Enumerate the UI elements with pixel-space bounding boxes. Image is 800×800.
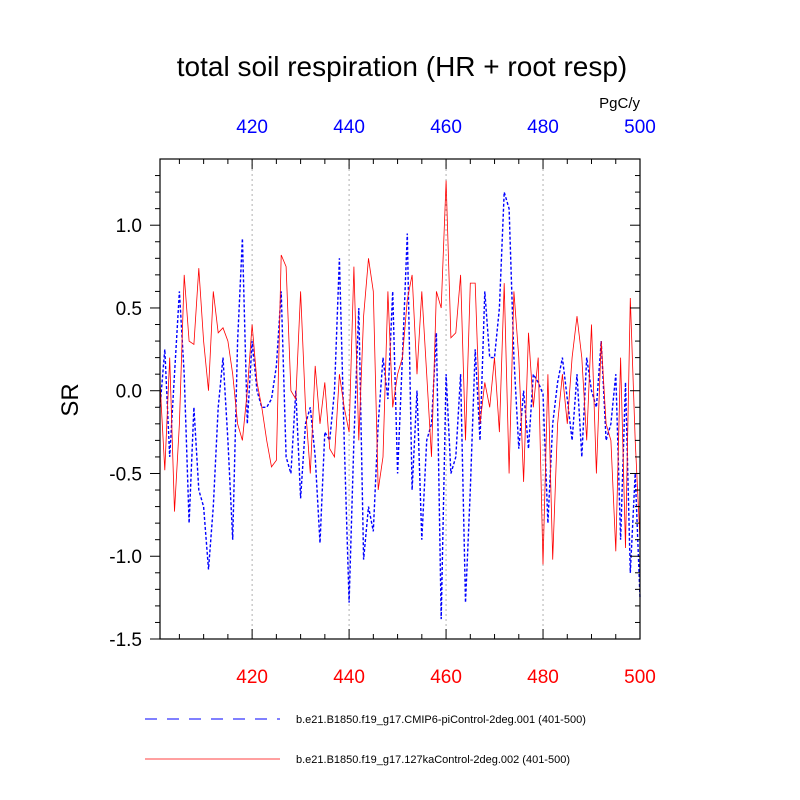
y-tick-label: -0.5 <box>109 464 142 485</box>
x-tick-label-top: 420 <box>236 117 268 138</box>
y-tick-label: 0.0 <box>116 382 142 403</box>
y-tick-label: -1.5 <box>109 630 142 651</box>
series-layer <box>159 180 641 620</box>
y-tick-label: -1.0 <box>109 547 142 568</box>
x-tick-label-top: 480 <box>527 117 559 138</box>
x-tick-label-bottom: 420 <box>236 667 268 688</box>
x-tick-label-top: 440 <box>333 117 365 138</box>
legend-label-127kaControl: b.e21.B1850.f19_g17.127kaControl-2deg.00… <box>296 754 570 766</box>
series-line-0 <box>159 191 641 620</box>
x-tick-label-bottom: 460 <box>430 667 462 688</box>
y-tick-label: 1.0 <box>116 216 142 237</box>
y-axis-label: SR <box>57 383 84 416</box>
x-tick-label-top: 460 <box>430 117 462 138</box>
series-line-1 <box>159 180 641 565</box>
x-tick-label-bottom: 440 <box>333 667 365 688</box>
legend: b.e21.B1850.f19_g17.CMIP6-piControl-2deg… <box>145 714 586 766</box>
legend-label-piControl: b.e21.B1850.f19_g17.CMIP6-piControl-2deg… <box>296 714 586 726</box>
y-tick-label: 0.5 <box>116 299 142 320</box>
x-tick-label-bottom: 480 <box>527 667 559 688</box>
chart-title: total soil respiration (HR + root resp) <box>177 51 628 82</box>
plot-frame <box>159 158 641 640</box>
tick-layer: 1.0 0.5 0.0 -0.5 -1.0 -1.5 420 420 440 440 460 460 4… <box>109 117 656 688</box>
x-tick-label-bottom: 500 <box>624 667 656 688</box>
units-label: PgC/y <box>599 95 640 112</box>
x-tick-label-top: 500 <box>624 117 656 138</box>
